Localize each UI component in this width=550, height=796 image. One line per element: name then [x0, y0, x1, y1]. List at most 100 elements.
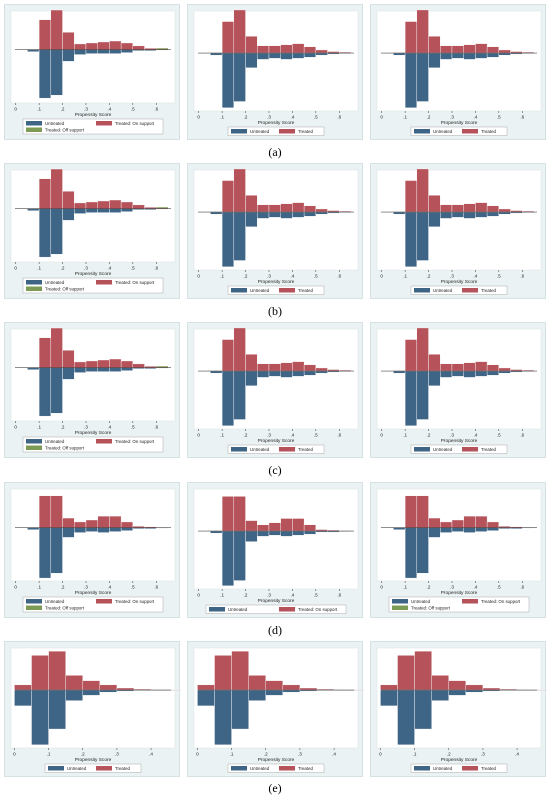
- untreated-bar: [414, 689, 432, 730]
- x-tick-label: .6: [520, 115, 524, 120]
- treated-bar: [440, 363, 453, 372]
- untreated-bar: [120, 208, 134, 212]
- chart-panel-a-2: 0 .1 .2 .3 .4 .5 .6 Propensity Score Untreated Tr…: [187, 4, 363, 140]
- legend-label: Untreated: [45, 121, 65, 126]
- untreated-bar: [292, 530, 305, 536]
- x-tick-label: .1: [220, 593, 224, 598]
- x-tick-label: .2: [61, 107, 65, 112]
- x-tick-label: .4: [290, 593, 294, 598]
- treated-bar: [380, 684, 398, 691]
- x-tick-label: .2: [244, 115, 248, 120]
- untreated-bar: [315, 52, 328, 56]
- x-tick-label: .3: [298, 752, 302, 757]
- treated-bar: [315, 208, 328, 213]
- treated-bar: [280, 362, 293, 372]
- x-tick-label: 0: [14, 107, 17, 112]
- untreated-bar: [120, 527, 134, 531]
- x-tick-label: .3: [481, 752, 485, 757]
- treated-bar: [233, 9, 246, 54]
- x-axis-label: Propensity Score: [258, 757, 295, 763]
- x-tick-label: .5: [314, 593, 318, 598]
- untreated-bar: [463, 52, 476, 60]
- treated-bar: [280, 44, 293, 54]
- x-tick-label: .2: [447, 752, 451, 757]
- legend-label: Treated: [481, 447, 497, 452]
- untreated-bar: [268, 370, 281, 377]
- treated-bar: [475, 361, 488, 372]
- chart-panel-d-2: 0 .1 .2 .3 .4 .5 .6 Propensity Score Untreated Tr…: [187, 482, 363, 618]
- untreated-bar: [62, 527, 75, 538]
- x-tick-label: .2: [244, 593, 248, 598]
- legend-label: Treated: On support: [115, 280, 155, 285]
- x-tick-label: 0: [380, 115, 383, 120]
- treated-bar: [120, 360, 134, 368]
- untreated-bar: [120, 49, 134, 53]
- x-tick-label: .3: [84, 266, 88, 271]
- treated-bar: [85, 519, 98, 528]
- x-tick-label: .2: [427, 433, 431, 438]
- treated-bar: [245, 195, 258, 213]
- x-axis-label: Propensity Score: [75, 590, 112, 596]
- untreated-bar: [85, 49, 98, 54]
- legend-label: Untreated: [250, 766, 270, 771]
- untreated-bar: [50, 527, 63, 574]
- x-tick-label: .6: [337, 433, 341, 438]
- treated-bar: [221, 180, 235, 213]
- x-tick-label: 0: [380, 433, 383, 438]
- untreated-bar: [85, 367, 98, 372]
- untreated-bar: [74, 208, 87, 214]
- x-tick-label: .4: [473, 115, 477, 120]
- legend-label: Treated: Off support: [45, 286, 85, 291]
- x-tick-label: .1: [220, 433, 224, 438]
- untreated-bar: [315, 211, 328, 215]
- treated-bar: [120, 521, 134, 528]
- treated-bar: [38, 19, 52, 50]
- untreated-bar: [14, 689, 32, 707]
- x-tick-label: .1: [413, 752, 417, 757]
- treated-bar: [221, 339, 235, 372]
- untreated-bar: [50, 49, 63, 96]
- treated-bar: [416, 9, 429, 54]
- treated-bar: [245, 520, 258, 532]
- x-tick-label: .5: [314, 433, 318, 438]
- treated-bar: [463, 203, 476, 213]
- histogram-e-1: 0 .1 .2 .3 .4 Propensity Score Untreated Treate…: [10, 647, 181, 773]
- treated-bar: [97, 359, 110, 368]
- x-tick-label: .6: [154, 425, 158, 430]
- legend-swatch: [26, 599, 42, 604]
- treated-bar: [404, 180, 418, 213]
- legend-swatch: [414, 766, 430, 771]
- untreated-bar: [97, 527, 110, 533]
- untreated-bar: [97, 49, 110, 54]
- chart-panel-e-1: 0 .1 .2 .3 .4 Propensity Score Untreated Treate…: [4, 641, 181, 777]
- x-axis-label: Propensity Score: [75, 757, 112, 763]
- treated-bar: [99, 684, 118, 691]
- x-tick-label: .3: [84, 585, 88, 590]
- untreated-bar: [451, 527, 464, 532]
- untreated-bar: [233, 370, 246, 420]
- treated-bar: [245, 354, 258, 372]
- untreated-bar: [380, 689, 398, 707]
- x-tick-label: .5: [131, 107, 135, 112]
- legend-swatch: [231, 288, 247, 293]
- legend-swatch: [392, 599, 408, 604]
- x-tick-label: .6: [337, 115, 341, 120]
- legend: Untreated Treated: [227, 444, 325, 454]
- treated-bar: [428, 354, 441, 372]
- untreated-bar: [498, 211, 511, 215]
- x-tick-label: .6: [154, 266, 158, 271]
- treated-bar: [38, 178, 52, 209]
- histogram-d-2: 0 .1 .2 .3 .4 .5 .6 Propensity Score Untreated Tr…: [193, 488, 359, 614]
- histogram-c-3: 0 .1 .2 .3 .4 .5 .6 Propensity Score Untreated Tr…: [376, 327, 542, 454]
- legend: Untreated Treated: [227, 763, 325, 773]
- row-label-a: (a): [268, 145, 282, 159]
- untreated-bar: [265, 689, 284, 696]
- untreated-bar: [292, 211, 305, 218]
- chart-panel-b-1: 0.1.2.3.4.5.6 Propensity Score Untreated Tr…: [4, 163, 180, 299]
- untreated-bar: [440, 52, 453, 60]
